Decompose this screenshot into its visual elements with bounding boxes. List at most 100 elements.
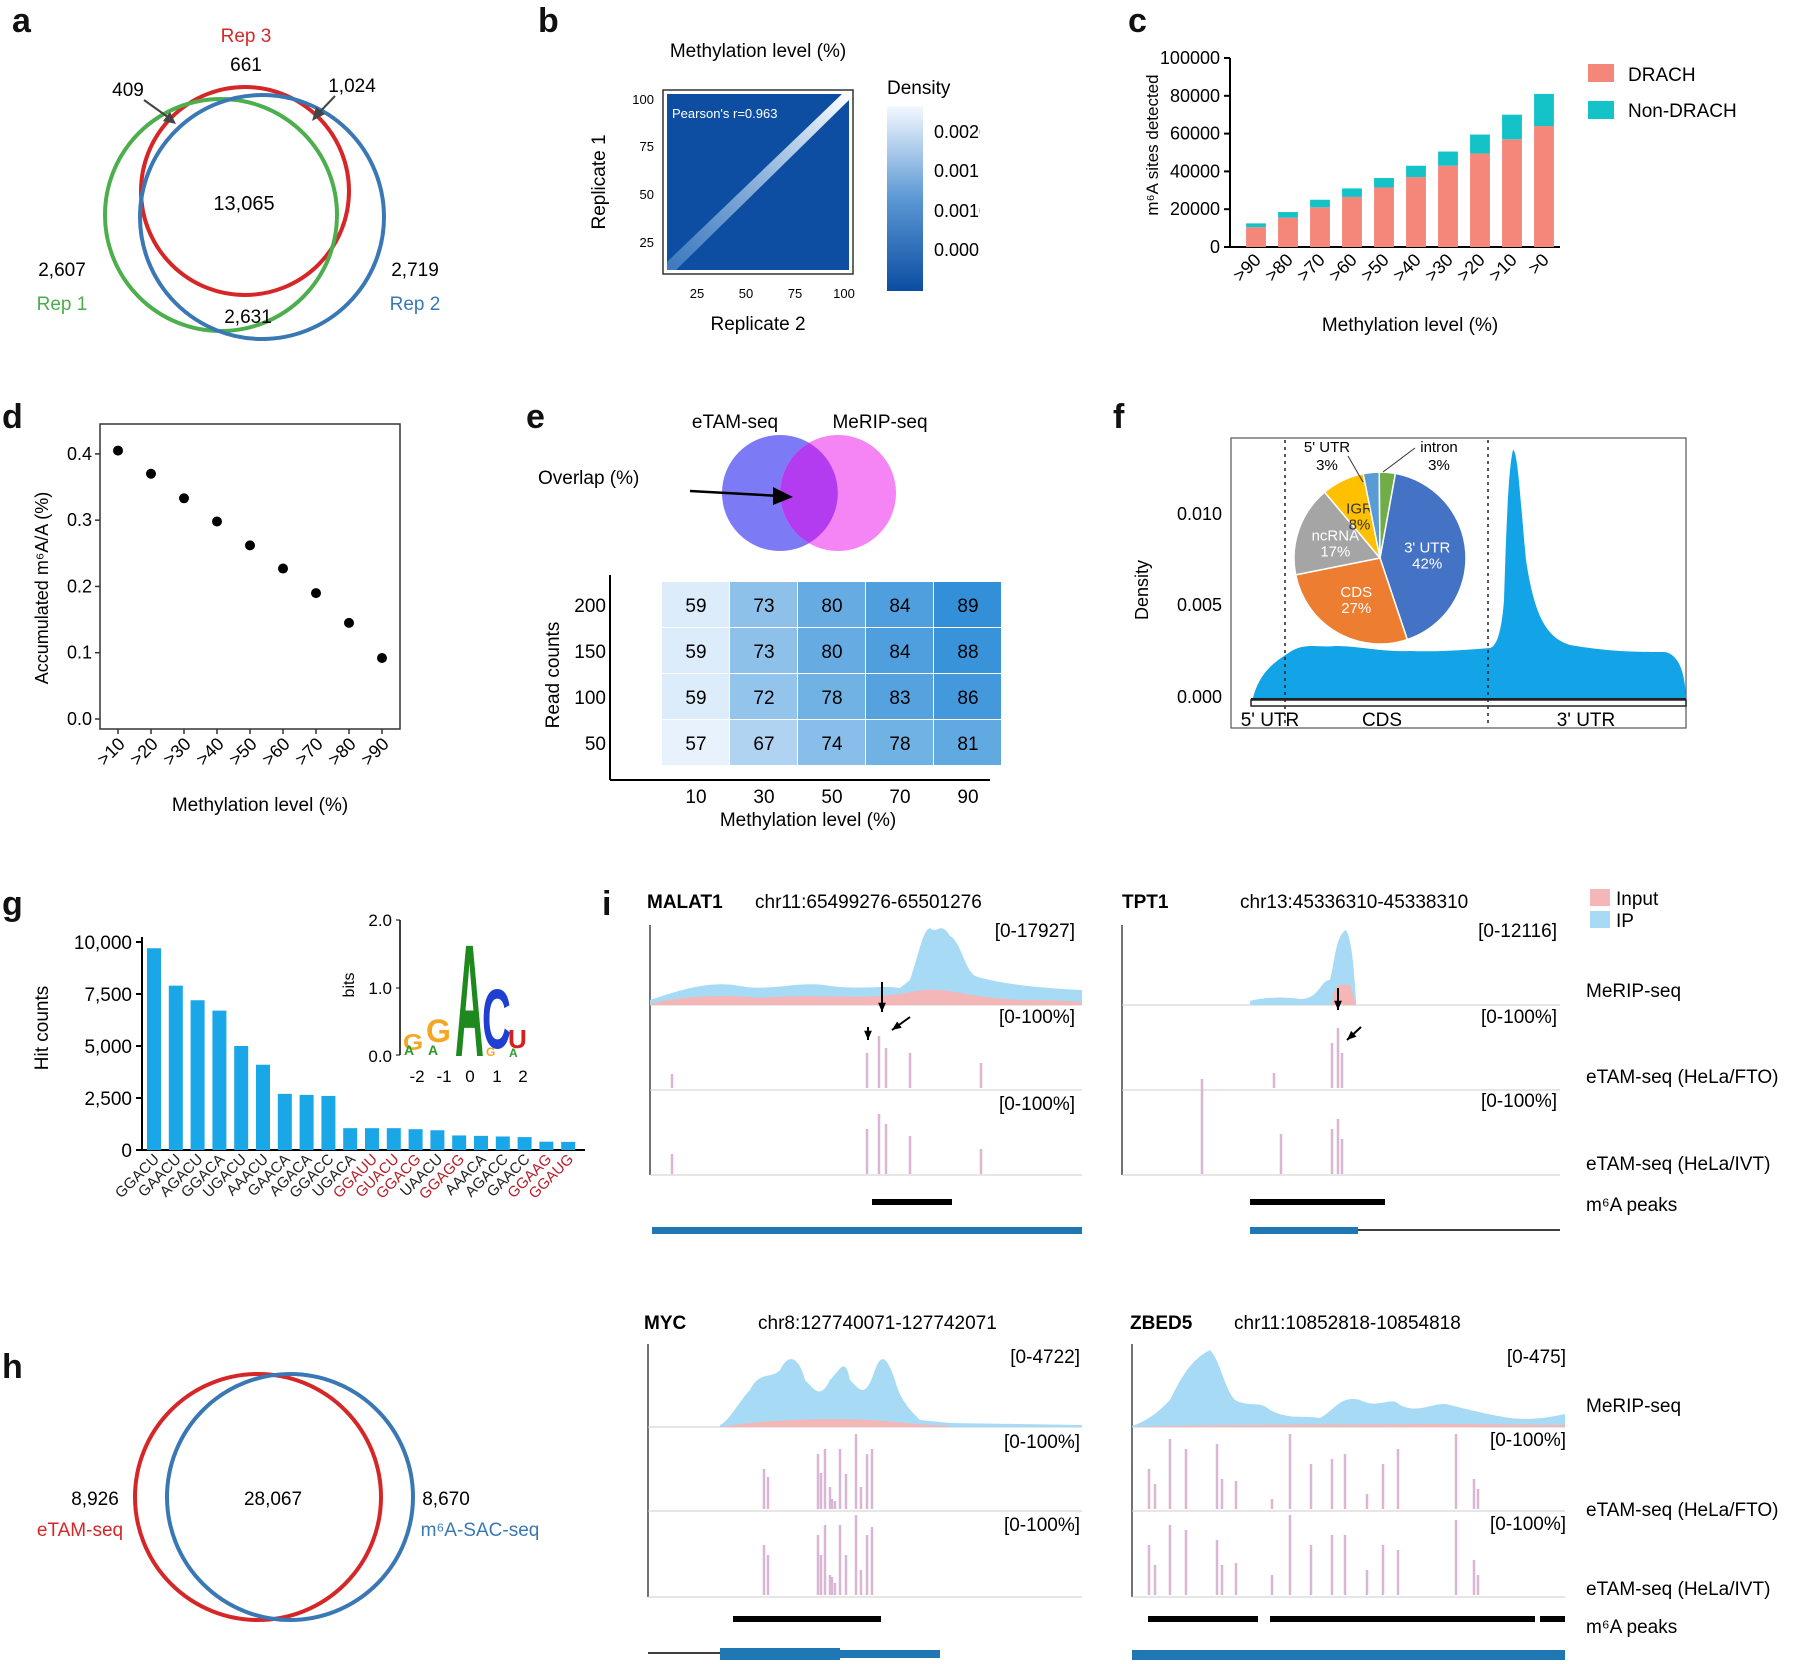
i-gene-zbed5: ZBED5 bbox=[1130, 1313, 1193, 1334]
i-coords-zbed5: chr11:10852818-10854818 bbox=[1234, 1313, 1461, 1334]
g-bar bbox=[321, 1095, 336, 1150]
i-range-tpt1-fto: [0-100%] bbox=[1481, 1007, 1557, 1028]
g-logo-letter-G3: G bbox=[486, 1045, 495, 1059]
e-heat-cell bbox=[730, 582, 797, 627]
f-region-3utr: 3' UTR bbox=[1557, 710, 1616, 731]
f-pie-leader-intron bbox=[1382, 447, 1416, 473]
i-arrowhead bbox=[1334, 1000, 1342, 1010]
g-bar bbox=[256, 1064, 270, 1150]
f-region-bar bbox=[1250, 699, 1687, 707]
d-point bbox=[245, 540, 255, 551]
e-heat-value: 84 bbox=[889, 642, 911, 663]
c-xtick-label: >20 bbox=[1453, 250, 1489, 286]
c-legend-swatch-nondrach bbox=[1588, 101, 1614, 119]
g-logo-letter-U: U bbox=[508, 1024, 527, 1054]
i-arrowhead bbox=[1347, 1030, 1357, 1040]
d-point bbox=[377, 653, 387, 664]
g-ytick-label: 5,000 bbox=[84, 1037, 132, 1058]
i-zbed5-peak-1 bbox=[1148, 1616, 1258, 1622]
g-ytick-label: 10,000 bbox=[74, 933, 132, 954]
g-bar bbox=[561, 1141, 576, 1150]
i-zbed5-ip bbox=[1132, 1350, 1565, 1427]
arrowhead-1024 bbox=[312, 107, 325, 121]
i-range-malat1-fto: [0-100%] bbox=[999, 1007, 1075, 1028]
e-heat-value: 73 bbox=[753, 596, 774, 617]
g-ytick-label: 0 bbox=[121, 1141, 132, 1162]
f-pie-label: CDS bbox=[1340, 584, 1372, 601]
i-malat1-peak bbox=[872, 1199, 952, 1205]
c-legend-nondrach: Non-DRACH bbox=[1628, 101, 1737, 122]
g-bar bbox=[408, 1129, 423, 1150]
g-logo-ytick-1: 1.0 bbox=[368, 979, 392, 998]
g-logo-letter-G1: G bbox=[403, 1030, 423, 1056]
d-point bbox=[212, 516, 222, 527]
f-pie-pct: 8% bbox=[1349, 516, 1371, 533]
g-bar bbox=[190, 1000, 205, 1150]
panel-a-venn: Rep 3 661 409 1,024 13,065 2,607 Rep 1 2… bbox=[37, 26, 440, 341]
i-arrowhead bbox=[878, 1002, 886, 1012]
e-heat-value: 59 bbox=[685, 642, 706, 663]
h-venn-etam bbox=[133, 1372, 383, 1622]
f-region-cds: CDS bbox=[1362, 710, 1402, 731]
c-bar-nondrach bbox=[1246, 223, 1266, 228]
c-xtick-label: >60 bbox=[1325, 250, 1361, 286]
i-range-zbed5-merip: [0-475] bbox=[1507, 1347, 1566, 1368]
f-pie-leader-5utr bbox=[1347, 455, 1364, 483]
e-heat-cell bbox=[866, 674, 933, 719]
c-bar-drach bbox=[1502, 139, 1522, 247]
g-logo-letter-A2: A bbox=[428, 1042, 438, 1058]
e-ytick-label: 150 bbox=[574, 642, 606, 663]
e-heat-cell bbox=[662, 674, 729, 719]
e-xtick-label: 90 bbox=[957, 787, 978, 808]
f-pie-label: 3' UTR bbox=[1404, 540, 1450, 557]
f-pie-pct-intron: 3% bbox=[1428, 457, 1450, 474]
i-legend-input-swatch bbox=[1590, 889, 1610, 906]
f-yticks: 0.000 0.005 0.010 bbox=[1177, 504, 1222, 707]
f-pie-label: ncRNA bbox=[1312, 527, 1360, 544]
f-pie-pct: 27% bbox=[1341, 600, 1371, 617]
g-logo-ylabel: bits bbox=[341, 973, 358, 998]
i-tpt1-peak bbox=[1250, 1199, 1385, 1205]
i-coords-myc: chr8:127740071-127742071 bbox=[758, 1313, 997, 1334]
b-legend-title: Density bbox=[887, 78, 951, 99]
e-heat-cell bbox=[798, 674, 865, 719]
c-legend-drach: DRACH bbox=[1628, 65, 1696, 86]
g-bar bbox=[234, 1046, 249, 1150]
i-zbed5-peak-3 bbox=[1540, 1616, 1565, 1622]
c-bar-nondrach bbox=[1438, 151, 1458, 166]
i-gene-tpt1: TPT1 bbox=[1122, 892, 1169, 913]
b-xtick-75: 75 bbox=[788, 286, 802, 301]
e-heat-cell bbox=[934, 582, 1001, 627]
i-myc-peak bbox=[733, 1616, 881, 1622]
d-xtick-label: >10 bbox=[93, 734, 129, 770]
b-ylabel: Replicate 1 bbox=[589, 134, 610, 229]
panel-label-e: e bbox=[526, 398, 545, 436]
d-xtick-label: >40 bbox=[192, 734, 228, 770]
g-logo-letter-A3: A bbox=[509, 1046, 518, 1060]
i-label-ivt-1: eTAM-seq (HeLa/IVT) bbox=[1586, 1154, 1770, 1175]
e-heat-value: 73 bbox=[753, 642, 774, 663]
i-zbed5-gene bbox=[1132, 1650, 1565, 1660]
f-ytick-010: 0.010 bbox=[1177, 504, 1222, 524]
i-malat1-gene bbox=[652, 1227, 1082, 1234]
g-ytick-label: 2,500 bbox=[84, 1089, 132, 1110]
e-ytick-label: 100 bbox=[574, 688, 606, 709]
e-overlap-arrow bbox=[689, 489, 781, 498]
c-xtick-label: >50 bbox=[1357, 250, 1393, 286]
overlap-rep2-rep3: 1,024 bbox=[328, 76, 376, 97]
g-bar bbox=[495, 1136, 510, 1150]
e-heat-value: 74 bbox=[821, 734, 843, 755]
b-ytick-50: 50 bbox=[640, 187, 654, 202]
e-heat-cell bbox=[934, 674, 1001, 719]
d-point bbox=[344, 617, 354, 628]
e-heat-value: 88 bbox=[957, 642, 978, 663]
e-ylabel: Read counts bbox=[543, 622, 564, 729]
g-bar bbox=[517, 1137, 532, 1150]
i-zbed5-peak-2 bbox=[1270, 1616, 1535, 1622]
c-ytick-label: 80000 bbox=[1170, 86, 1220, 106]
c-ytick-label: 100000 bbox=[1160, 48, 1220, 68]
e-ytick-label: 200 bbox=[574, 596, 606, 617]
e-heat-cell bbox=[662, 720, 729, 765]
c-bar-nondrach bbox=[1310, 199, 1330, 208]
